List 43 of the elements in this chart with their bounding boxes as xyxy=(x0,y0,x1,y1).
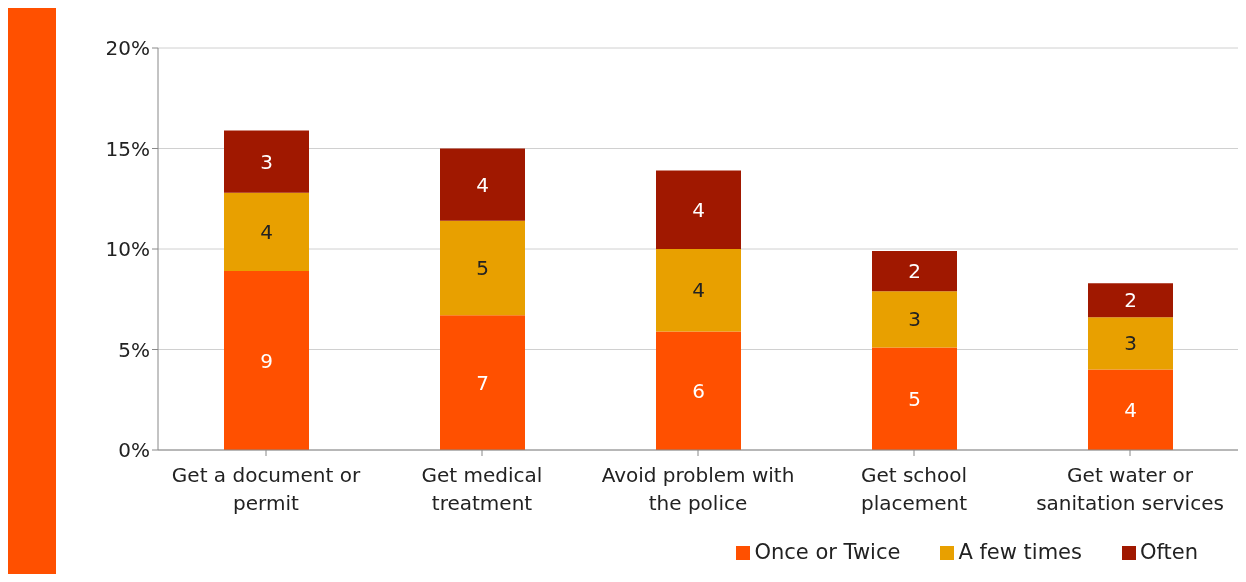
data-label: 6 xyxy=(692,378,705,403)
bar xyxy=(1088,317,1173,370)
bar xyxy=(656,249,741,332)
bar xyxy=(440,315,525,450)
data-label: 4 xyxy=(476,172,489,197)
data-label: 5 xyxy=(476,256,489,281)
data-label: 4 xyxy=(260,219,273,244)
y-tick-label: 10% xyxy=(105,237,150,262)
bar xyxy=(656,331,741,450)
data-label: 3 xyxy=(1124,331,1137,356)
y-tick-label: 20% xyxy=(105,36,150,61)
bar xyxy=(872,251,957,292)
y-tick-label: 0% xyxy=(118,438,150,463)
data-label: 7 xyxy=(476,370,489,395)
x-tick-label: Get medical treatment xyxy=(421,463,543,515)
bar xyxy=(1088,283,1173,318)
data-label: 5 xyxy=(908,386,921,411)
data-label: 2 xyxy=(1124,288,1137,313)
bar xyxy=(656,170,741,249)
bar xyxy=(872,347,957,450)
x-tick-label: Get a document or permit xyxy=(171,463,361,515)
legend-label: Often xyxy=(1139,540,1198,564)
data-label: 4 xyxy=(1124,397,1137,422)
bar xyxy=(224,271,309,450)
bar xyxy=(872,291,957,348)
x-tick-label: Avoid problem with the police xyxy=(601,463,795,515)
data-label: 3 xyxy=(260,149,273,174)
data-label: 4 xyxy=(692,278,705,303)
y-tick-label: 15% xyxy=(105,136,150,161)
data-label: 4 xyxy=(692,197,705,222)
y-tick-label: 5% xyxy=(118,337,150,362)
bar xyxy=(440,148,525,221)
legend-label: A few times xyxy=(958,540,1082,564)
bar xyxy=(440,220,525,316)
bar xyxy=(1088,369,1173,450)
x-tick-label: Get school placement xyxy=(860,463,968,515)
bar xyxy=(224,130,309,193)
data-label: 2 xyxy=(908,259,921,284)
data-label: 9 xyxy=(260,348,273,373)
x-tick-label: Get water or sanitation services xyxy=(1036,463,1224,515)
data-label: 3 xyxy=(908,307,921,332)
legend-label: Once or Twice xyxy=(754,540,901,564)
bar xyxy=(224,192,309,272)
